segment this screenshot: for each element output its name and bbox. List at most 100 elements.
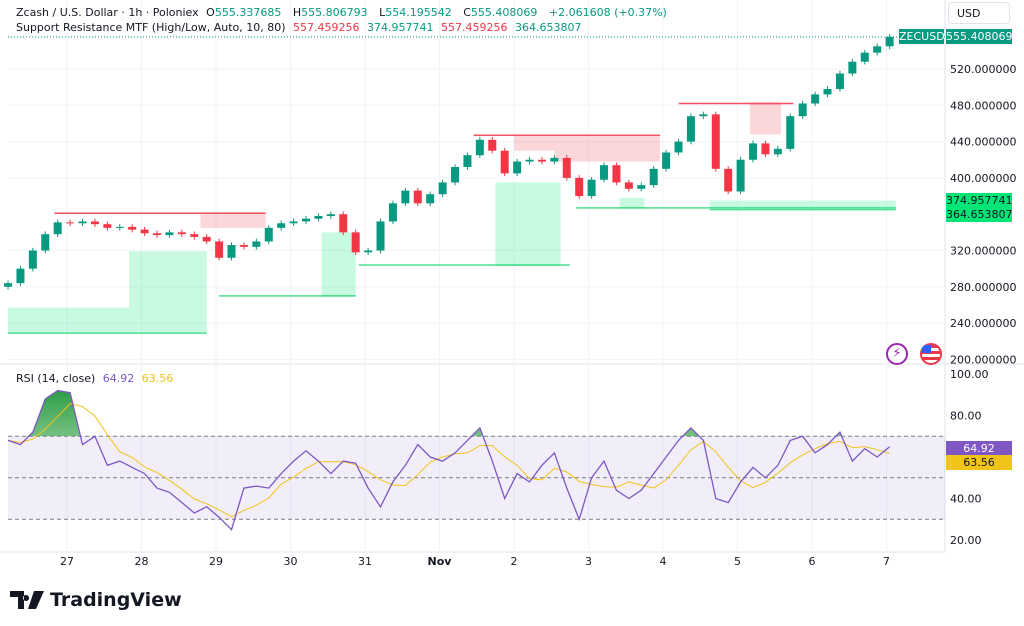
candle [773,148,782,155]
candle [252,241,261,247]
high-label: H [292,6,302,19]
candle [128,226,137,230]
candle [153,233,162,236]
candle [426,194,435,204]
candle [475,139,484,156]
candle [314,216,323,219]
candle [873,46,882,53]
resistance-zone [200,213,266,228]
time-tick-label: 3 [585,555,592,568]
symbol-legend: Zcash / U.S. Dollar · 1h · Poloniex O 555… [16,6,671,19]
currency-button[interactable]: USD [948,2,1010,24]
candle [637,185,646,189]
indicator-value: 557.459256 [441,21,508,34]
candle [811,94,820,104]
candle [513,161,522,174]
low-value: 554.195542 [385,6,452,19]
indicator-title[interactable]: Support Resistance MTF (High/Low, Auto, … [16,21,286,34]
time-tick-label: 6 [809,555,816,568]
candle [711,114,720,169]
symbol-title: Zcash / U.S. Dollar · 1h · Poloniex [16,6,199,19]
candle [761,143,770,155]
candle [28,250,37,269]
candle [612,165,621,183]
high-value: 555.806793 [301,6,368,19]
candle [587,179,596,197]
tradingview-logo-icon [10,591,44,609]
candle [66,222,75,224]
candle [376,221,385,251]
candle [848,61,857,74]
support-zone [8,307,130,334]
candle [562,157,571,178]
time-tick-label: 30 [284,555,298,568]
rsi-ma-badge: 63.56 [946,455,1012,470]
candle [388,203,397,222]
candle [165,232,174,236]
rsi-tick-label: 100.00 [950,368,989,381]
price-tick-label: 240.000000 [950,317,1016,330]
low-label: L [379,6,386,19]
candle [500,150,509,174]
candle [41,234,50,251]
rsi-title[interactable]: RSI (14, close) [16,372,96,385]
resistance-zone [514,135,555,151]
candle [339,214,348,233]
price-tick-label: 200.000000 [950,353,1016,366]
time-tick-label: 28 [135,555,149,568]
candle [115,226,124,228]
last-price-badge: 555.408069 [946,29,1013,44]
candle [525,159,534,162]
price-tick-label: 400.000000 [950,172,1016,185]
tradingview-logo[interactable]: TradingView [10,589,182,611]
candle [4,283,13,287]
candle [140,229,149,234]
candle [674,141,683,153]
rsi-tick-label: 40.00 [950,493,982,506]
support-zone [321,232,356,296]
support-badge: 364.653807 [946,207,1013,222]
candle [302,218,311,222]
candle [463,155,472,168]
rsi-legend: RSI (14, close) 64.92 63.56 [16,372,177,385]
price-tick-label: 320.000000 [950,245,1016,258]
close-label: C [463,6,471,19]
candle [351,232,360,253]
price-tick-label: 440.000000 [950,136,1016,149]
lightning-icon[interactable]: ⚡ [886,343,908,365]
candle [724,168,733,192]
candle [662,152,671,169]
indicator-value: 364.653807 [515,21,582,34]
resistance-zone [554,135,660,162]
candle [550,157,559,162]
time-tick-label: 27 [60,555,74,568]
tradingview-logo-text: TradingView [50,589,182,611]
rsi-tick-label: 80.00 [950,410,982,423]
time-tick-label: 2 [511,555,518,568]
candle [798,103,807,117]
candle [16,268,25,284]
support-badge: 374.957741 [946,193,1013,208]
candle [835,73,844,89]
support-zone [619,197,645,208]
time-tick-label: 5 [734,555,741,568]
candle [451,167,460,183]
resistance-zone [749,103,781,135]
support-zone [495,182,561,266]
time-tick-label: 29 [209,555,223,568]
candle [227,245,236,258]
candle [649,168,658,186]
candle [885,36,894,47]
support-zone [709,200,896,210]
rsi-ma-line [7,403,890,518]
candle [364,250,373,253]
candle [786,116,795,149]
candle [190,234,199,237]
us-flag-icon[interactable] [920,343,942,365]
open-label: O [206,6,215,19]
support-zone [129,251,207,334]
time-tick-label: 7 [883,555,890,568]
candle [575,177,584,197]
